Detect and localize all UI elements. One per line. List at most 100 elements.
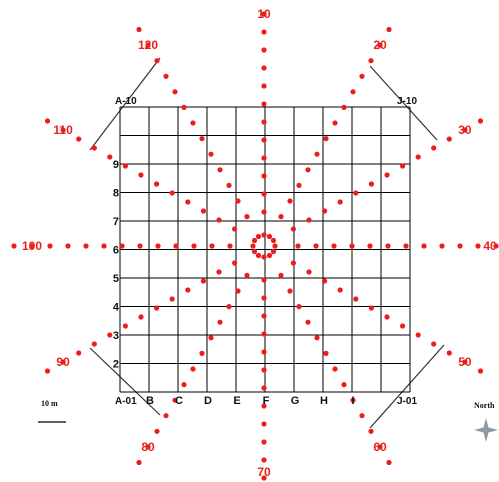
sampling-point	[384, 172, 390, 178]
sampling-point	[462, 127, 468, 133]
scale-bar: 10 m	[38, 399, 66, 423]
sampling-point	[191, 243, 197, 249]
sampling-point	[261, 101, 267, 107]
sampling-point	[332, 120, 338, 126]
sampling-point	[270, 237, 277, 244]
sampling-point	[226, 304, 232, 310]
row-label: 6	[113, 245, 119, 257]
corner-diagonal-line	[89, 347, 161, 416]
corner-diagonal-lines	[89, 57, 445, 429]
row-label: 8	[113, 188, 119, 200]
sampling-point	[208, 335, 214, 341]
north-indicator: North	[474, 401, 498, 442]
sampling-point	[250, 243, 256, 249]
sampling-point	[368, 305, 374, 311]
sampling-point	[185, 199, 191, 205]
sampling-point	[261, 367, 267, 373]
sampling-point	[261, 385, 267, 391]
sampling-point	[181, 104, 187, 110]
corner-label-top-left: A-10	[115, 96, 137, 107]
sampling-point	[272, 243, 278, 249]
sampling-point	[154, 58, 160, 64]
sampling-point	[337, 287, 343, 293]
sampling-point	[475, 243, 481, 249]
sampling-point	[44, 118, 51, 124]
sampling-point	[216, 269, 222, 275]
sampling-point	[261, 421, 267, 427]
sampling-point	[107, 154, 113, 160]
north-label: North	[474, 401, 495, 410]
sampling-point	[457, 243, 463, 249]
sampling-point	[287, 288, 293, 294]
column-label: C	[175, 395, 183, 407]
column-labels: B C D E F G H I	[146, 395, 355, 407]
sampling-point	[322, 278, 328, 284]
sampling-point	[200, 208, 206, 214]
sampling-point	[377, 42, 383, 48]
sampling-point	[138, 314, 144, 320]
sampling-point	[400, 163, 406, 169]
column-label: F	[263, 395, 270, 407]
sampling-point	[261, 457, 267, 463]
ray-label: 70	[257, 465, 271, 479]
sampling-point	[323, 350, 329, 356]
sampling-point	[278, 214, 284, 220]
sampling-point	[199, 350, 205, 356]
sampling-point	[261, 254, 267, 260]
sampling-point	[368, 181, 374, 187]
sampling-point	[208, 151, 214, 157]
sampling-point	[332, 366, 338, 372]
sampling-point	[261, 313, 267, 319]
sampling-point	[251, 237, 258, 244]
sampling-point	[290, 226, 296, 232]
sampling-point	[255, 233, 262, 240]
sampling-point	[296, 182, 302, 188]
sampling-point	[226, 182, 232, 188]
sampling-point	[199, 136, 205, 142]
ray-label: 40	[483, 239, 497, 253]
sampling-point	[306, 217, 312, 223]
column-label: I	[351, 395, 354, 407]
sampling-point	[83, 243, 89, 249]
ray-label: 10	[257, 7, 271, 21]
sampling-point	[235, 288, 241, 294]
ray-label: 110	[53, 123, 73, 137]
corner-diagonal-line	[369, 65, 438, 141]
sampling-point	[136, 26, 142, 33]
corner-label-bottom-right: J-01	[397, 396, 417, 407]
row-label: 2	[113, 359, 119, 371]
sampling-point	[305, 319, 311, 325]
sampling-point	[155, 243, 161, 249]
sampling-point	[270, 248, 277, 255]
sampling-point	[266, 252, 273, 259]
corner-label-top-right: J-10	[397, 96, 417, 107]
sampling-point	[261, 173, 267, 179]
sampling-point	[163, 73, 169, 79]
sampling-point	[350, 397, 356, 403]
sampling-point	[278, 272, 284, 278]
sampling-point	[172, 89, 178, 95]
sampling-point	[138, 172, 144, 178]
sampling-point	[261, 47, 267, 53]
row-label: 9	[113, 159, 119, 171]
sampling-point	[244, 272, 250, 278]
sampling-point	[261, 119, 267, 125]
sampling-point	[368, 428, 374, 434]
sampling-point	[296, 304, 302, 310]
sampling-point	[261, 155, 267, 161]
sampling-point	[185, 287, 191, 293]
column-label: G	[291, 395, 300, 407]
sampling-point	[261, 191, 267, 197]
sampling-point	[415, 154, 421, 160]
sampling-point	[76, 136, 82, 142]
sampling-point	[415, 332, 421, 338]
sampling-point	[386, 459, 392, 466]
sampling-point	[421, 243, 427, 249]
sampling-point	[163, 413, 169, 419]
sampling-point	[477, 368, 484, 374]
sampling-point	[232, 226, 238, 232]
sampling-point	[331, 243, 337, 249]
column-label: D	[204, 395, 212, 407]
column-label: H	[320, 395, 328, 407]
